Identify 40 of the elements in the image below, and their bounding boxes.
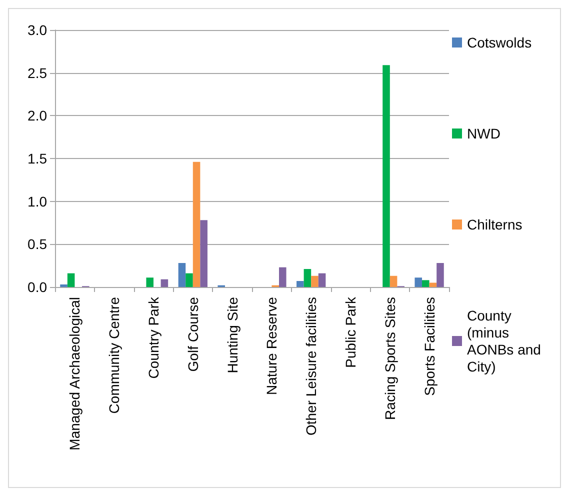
y-tick-label: 2.0	[28, 108, 48, 124]
bar	[382, 65, 390, 287]
bar	[414, 278, 422, 287]
y-tick-label: 1.0	[28, 193, 48, 210]
x-tick-label: Golf Course	[184, 296, 201, 372]
y-tick-label: 3.0	[28, 22, 48, 38]
x-tick-label: Nature Reserve	[264, 296, 280, 396]
legend-label: Cotswolds	[467, 34, 532, 50]
x-tick-label: Community Centre	[106, 296, 122, 414]
bar	[429, 282, 437, 287]
legend-label: County (minus AONBs and City)	[467, 308, 545, 374]
x-tick-label: Other Leisure facilities	[303, 297, 320, 436]
bar	[67, 273, 75, 287]
x-tick-label: Country Park	[146, 296, 162, 379]
bar	[60, 284, 68, 287]
x-tick-label: Racing Sports Sites	[382, 297, 398, 420]
bar	[296, 281, 304, 287]
legend-label: Chilterns	[467, 216, 522, 232]
x-tick-label: Sports Facilities	[421, 297, 438, 396]
x-tick-label: Public Park	[342, 296, 358, 368]
bar	[436, 263, 444, 287]
bar	[311, 276, 318, 287]
bar	[186, 273, 193, 287]
y-tick-label: 0.0	[28, 279, 48, 295]
bar	[146, 278, 154, 287]
x-tick-label: Hunting Site	[224, 296, 240, 374]
bar	[278, 267, 286, 287]
bar	[390, 276, 398, 287]
y-tick-label: 2.5	[28, 64, 48, 81]
bar	[304, 269, 312, 287]
bar	[160, 279, 168, 287]
y-tick-label: 1.5	[28, 150, 48, 166]
bar	[200, 220, 208, 287]
y-tick-label: 0.5	[28, 236, 48, 252]
bar	[422, 280, 430, 287]
legend-label: NWD	[467, 126, 500, 142]
bar	[318, 273, 326, 287]
x-tick-label: Managed Archaeological	[66, 297, 83, 450]
bar	[178, 263, 186, 287]
bar	[192, 162, 200, 287]
